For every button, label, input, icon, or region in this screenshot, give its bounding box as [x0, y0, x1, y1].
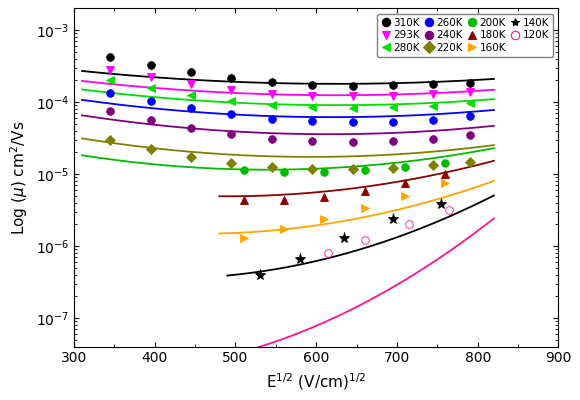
X-axis label: E$^{1/2}$ (V/cm)$^{1/2}$: E$^{1/2}$ (V/cm)$^{1/2}$ [266, 371, 367, 392]
Legend: 310K, 293K, 280K, 260K, 240K, 220K, 200K, 180K, 160K, 140K, 120K: 310K, 293K, 280K, 260K, 240K, 220K, 200K… [378, 14, 553, 57]
Y-axis label: Log ($\mu$) cm$^2$/Vs: Log ($\mu$) cm$^2$/Vs [8, 120, 30, 234]
